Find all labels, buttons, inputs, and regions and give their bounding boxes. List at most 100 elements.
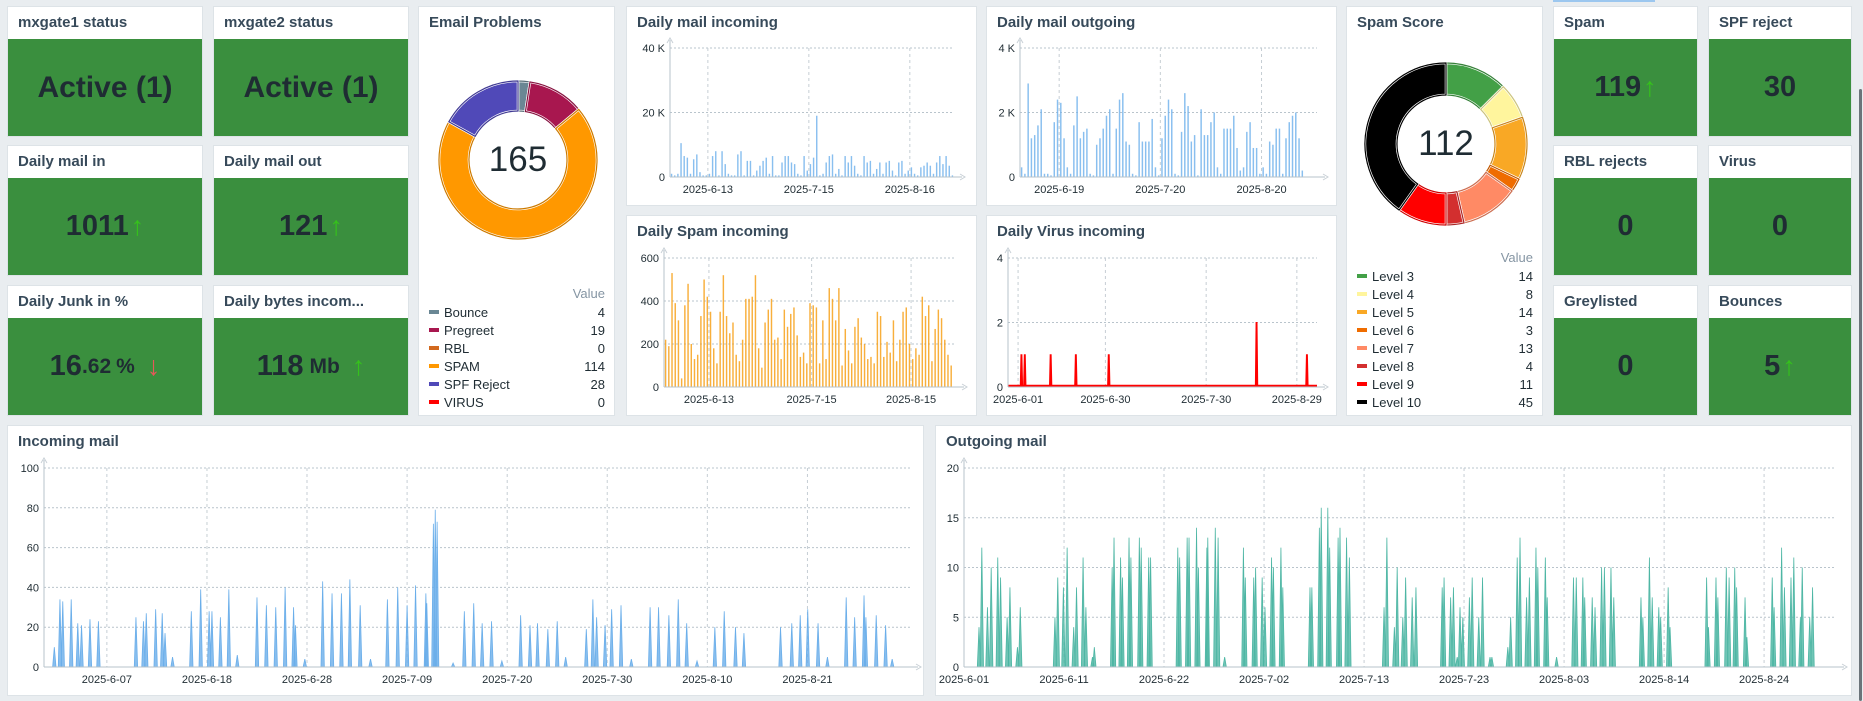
legend-item[interactable]: Level 8 4 xyxy=(1357,357,1533,375)
bar xyxy=(918,354,920,387)
legend-item[interactable]: Level 10 45 xyxy=(1357,393,1533,411)
bar xyxy=(702,175,704,177)
daily-mail-outgoing-widget[interactable]: Daily mail outgoing 0 2 K 4 K 2025-6-19 2025… xyxy=(986,6,1337,206)
legend-label: RBL xyxy=(444,340,470,356)
daily-spam-incoming-widget[interactable]: Daily Spam incoming 0 200 400 600 2025-6-13 2… xyxy=(626,215,977,416)
tile-title: Daily mail in xyxy=(18,153,106,170)
y-tick-label: 0 xyxy=(953,662,959,674)
bar xyxy=(793,164,796,177)
tile-daily-mail-in[interactable]: Daily mail in 1011 ↑ xyxy=(7,145,203,276)
area-spike xyxy=(489,621,494,668)
bar xyxy=(1095,144,1098,177)
daily-mail-incoming-widget[interactable]: Daily mail incoming 0 20 K 40 K 2025-6-13 20… xyxy=(626,6,977,206)
area-spike xyxy=(1476,617,1481,668)
area-spike xyxy=(170,656,175,668)
bar xyxy=(926,162,928,177)
bar xyxy=(1174,173,1176,177)
legend-swatch xyxy=(429,346,439,350)
bar xyxy=(910,167,913,177)
y-tick-label: 60 xyxy=(27,543,39,555)
area-spike xyxy=(1080,557,1086,668)
tile-title: mxgate1 status xyxy=(18,14,128,31)
legend-item[interactable]: RBL 0 xyxy=(429,339,605,357)
bar xyxy=(780,359,782,387)
tile-spam[interactable]: Spam 119 ↑ xyxy=(1553,6,1698,137)
tile-daily-mail-out[interactable]: Daily mail out 121 ↑ xyxy=(213,145,409,276)
incoming-mail-widget[interactable]: Incoming mail 0 20 40 60 80 100 2025-6-07 2025-… xyxy=(7,425,924,696)
trend-up-icon: ↑ xyxy=(1782,351,1796,381)
scrollbar[interactable] xyxy=(1859,89,1862,701)
tile-spf-reject[interactable]: SPF reject 30 xyxy=(1708,6,1852,137)
y-tick-label: 40 xyxy=(27,582,39,594)
tile-virus[interactable]: Virus 0 xyxy=(1708,145,1852,276)
y-tick-label: 0 xyxy=(33,662,39,674)
legend-swatch xyxy=(429,382,439,386)
area-spike xyxy=(69,599,74,668)
bar xyxy=(729,333,731,387)
y-tick-label: 10 xyxy=(947,563,959,575)
x-tick-label: 2025-7-15 xyxy=(787,394,837,406)
legend-item[interactable]: VIRUS 0 xyxy=(429,393,605,411)
tile-rbl-rejects[interactable]: RBL rejects 0 xyxy=(1553,145,1698,276)
legend-item[interactable]: SPF Reject 28 xyxy=(429,375,605,393)
tile-mxgate1-status[interactable]: mxgate1 status Active (1) xyxy=(7,6,203,137)
bar xyxy=(905,307,907,387)
bar xyxy=(756,170,758,177)
bar xyxy=(1223,128,1225,177)
bar xyxy=(1239,170,1242,177)
widget-title: Daily Virus incoming xyxy=(997,223,1146,240)
daily-virus-incoming-widget[interactable]: Daily Virus incoming 0 2 4 2025-6-01 2025-6-… xyxy=(986,215,1337,416)
bar xyxy=(664,339,667,387)
legend-item[interactable]: Level 5 14 xyxy=(1357,303,1533,321)
legend-item[interactable]: Level 6 3 xyxy=(1357,321,1533,339)
tile-daily-junk[interactable]: Daily Junk in % 16.62% ↓ xyxy=(7,285,203,416)
tile-value: 0 xyxy=(1771,210,1789,242)
legend-item[interactable]: Level 9 11 xyxy=(1357,375,1533,393)
legend-item[interactable]: Level 3 14 xyxy=(1357,267,1533,285)
area-spike xyxy=(1470,577,1475,668)
legend-label: Bounce xyxy=(444,304,489,320)
widget-title: Daily mail outgoing xyxy=(997,14,1136,31)
bar xyxy=(920,167,922,177)
bar xyxy=(1135,175,1137,177)
bar xyxy=(786,326,789,387)
bar xyxy=(767,309,770,387)
legend-item[interactable]: SPAM 114 xyxy=(429,357,605,375)
email-problems-widget[interactable]: Email Problems 165 Value Bounce 4 Pregreet 1… xyxy=(418,6,615,416)
x-tick-label: 2025-8-24 xyxy=(1739,674,1789,686)
legend-item[interactable]: Bounce 4 xyxy=(429,303,605,321)
graph: 0 20 K 40 K 2025-6-13 2025-7-15 2025-8-16 xyxy=(642,37,966,196)
legend-label: Level 3 xyxy=(1372,268,1414,284)
area-spike xyxy=(666,615,671,668)
legend-value: 4 xyxy=(1525,358,1533,374)
bar xyxy=(1112,173,1114,177)
legend-swatch xyxy=(1357,364,1367,368)
legend-value: 3 xyxy=(1525,322,1533,338)
bar xyxy=(752,175,755,177)
area-spike xyxy=(852,617,857,668)
bar xyxy=(1190,141,1193,177)
bar xyxy=(796,335,798,387)
bar xyxy=(1122,93,1124,177)
legend-item[interactable]: Level 4 8 xyxy=(1357,285,1533,303)
bar xyxy=(1076,96,1078,177)
bar xyxy=(825,162,827,177)
spam-score-widget[interactable]: Spam Score 112 Value Level 3 14 Level 4 8 Lev… xyxy=(1346,6,1543,416)
bar xyxy=(1281,173,1284,177)
bar xyxy=(1047,173,1049,177)
legend-item[interactable]: Pregreet 19 xyxy=(429,321,605,339)
tile-mxgate2-status[interactable]: mxgate2 status Active (1) xyxy=(213,6,409,137)
bar xyxy=(1197,175,1199,177)
tile-greylisted[interactable]: Greylisted 0 xyxy=(1553,285,1698,416)
legend-label: Level 5 xyxy=(1372,304,1414,320)
bar xyxy=(1180,131,1183,177)
tile-daily-bytes[interactable]: Daily bytes incom... 118 Mb ↑ xyxy=(213,285,409,416)
bar xyxy=(929,165,932,177)
outgoing-mail-widget[interactable]: Outgoing mail 0 5 10 15 20 2025-6-01 2025-6-11… xyxy=(935,425,1852,696)
area-spike xyxy=(1810,587,1815,668)
x-tick-label: 2025-6-11 xyxy=(1039,674,1088,686)
area-spike xyxy=(52,647,57,668)
graph: 0 200 400 600 2025-6-13 2025-7-15 2025-8-15 xyxy=(641,247,968,406)
tile-bounces[interactable]: Bounces 5 ↑ xyxy=(1708,285,1852,416)
legend-item[interactable]: Level 7 13 xyxy=(1357,339,1533,357)
